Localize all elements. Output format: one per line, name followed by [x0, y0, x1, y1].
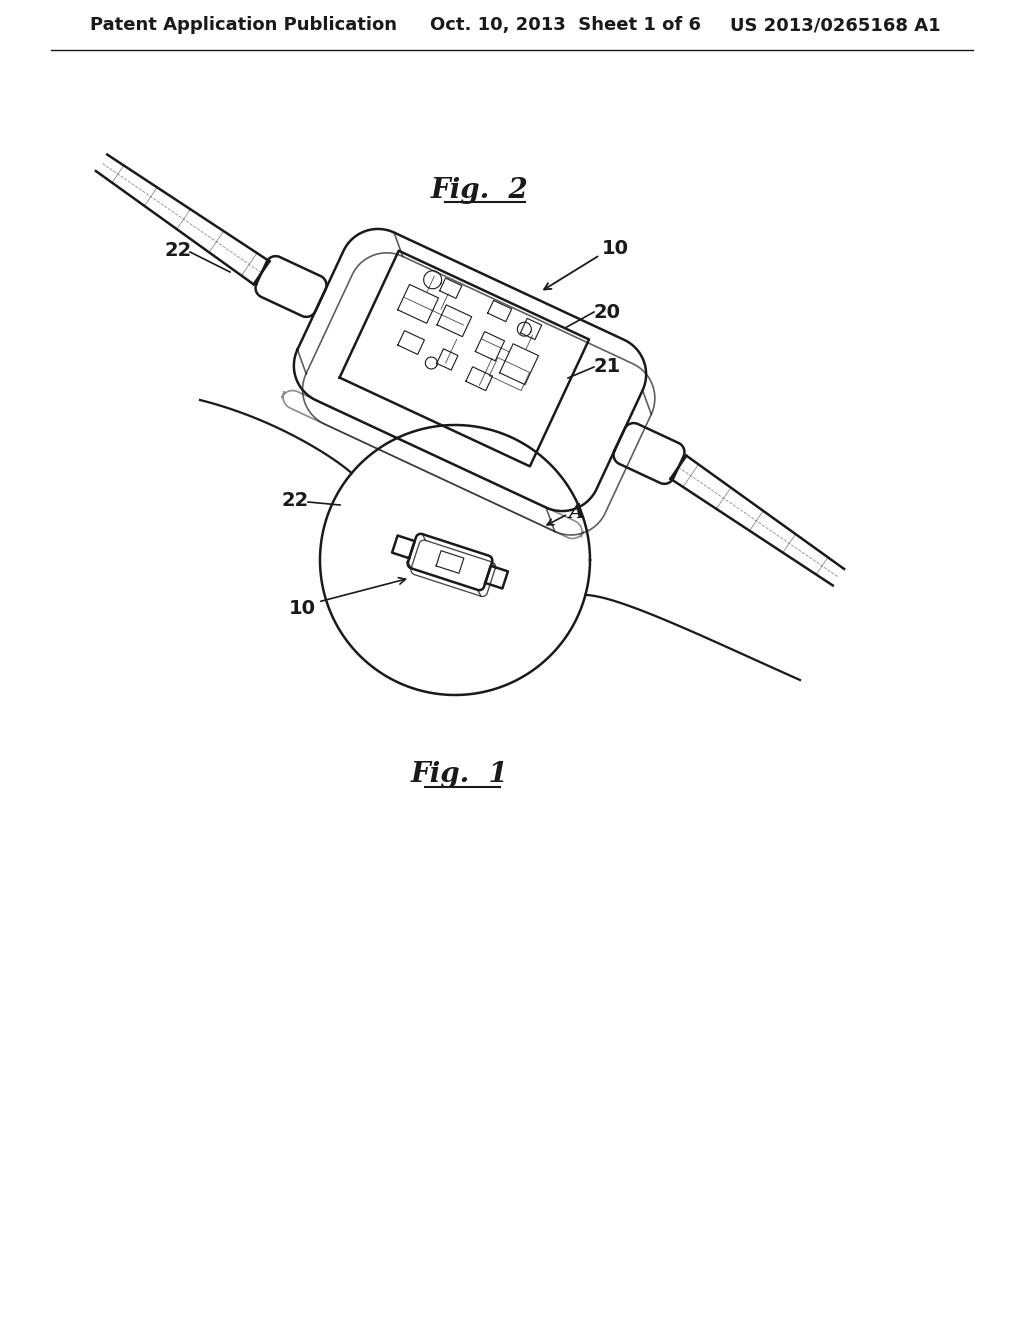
Text: 20: 20 — [594, 302, 621, 322]
Text: 22: 22 — [282, 491, 308, 510]
Text: 21: 21 — [593, 358, 621, 376]
Text: US 2013/0265168 A1: US 2013/0265168 A1 — [730, 16, 941, 34]
Text: Patent Application Publication: Patent Application Publication — [90, 16, 397, 34]
Text: Oct. 10, 2013  Sheet 1 of 6: Oct. 10, 2013 Sheet 1 of 6 — [430, 16, 701, 34]
Text: A: A — [569, 502, 585, 521]
Text: Fig.  2: Fig. 2 — [431, 177, 528, 203]
Text: Fig.  1: Fig. 1 — [411, 762, 509, 788]
Text: 10: 10 — [601, 239, 629, 257]
Text: 10: 10 — [289, 598, 315, 618]
Text: 22: 22 — [165, 240, 191, 260]
